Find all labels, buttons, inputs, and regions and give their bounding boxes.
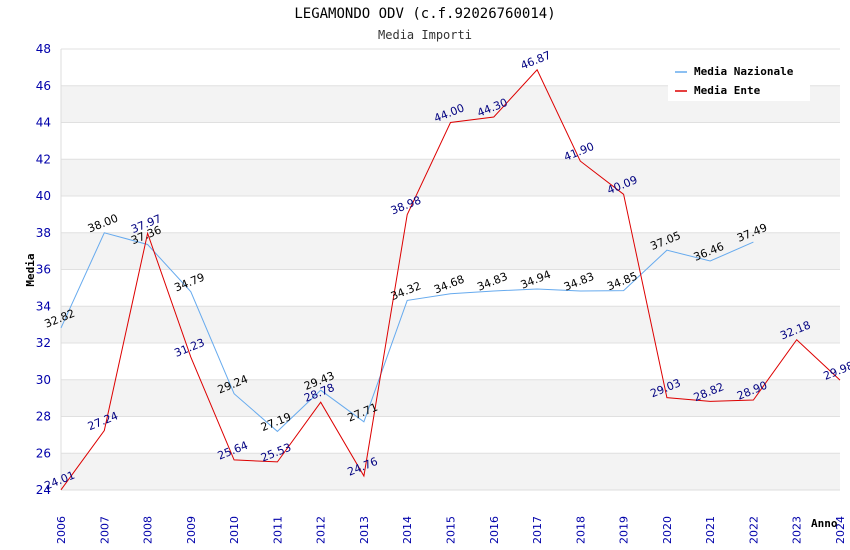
x-tick-label: 2019 xyxy=(618,516,631,544)
x-tick-label: 2011 xyxy=(271,516,284,544)
grid-bands xyxy=(60,48,840,491)
x-tick-label: 2018 xyxy=(574,516,587,544)
grid-band xyxy=(61,343,840,380)
x-tick-label: 2015 xyxy=(445,516,458,544)
legend-label-media-ente: Media Ente xyxy=(694,84,761,97)
x-tick-label: 2012 xyxy=(315,516,328,544)
x-tick-label: 2016 xyxy=(488,516,501,544)
chart-title: LEGAMONDO ODV (c.f.92026760014) xyxy=(294,6,555,22)
legend: Media Nazionale Media Ente xyxy=(668,59,810,101)
x-axis-label: Anno xyxy=(811,517,838,530)
y-tick-label: 32 xyxy=(36,336,51,350)
y-tick-label: 30 xyxy=(36,373,51,387)
series-lines xyxy=(60,68,841,491)
y-tick-label: 48 xyxy=(36,42,51,56)
grid-band xyxy=(61,306,840,343)
y-tick-label: 38 xyxy=(36,226,51,240)
x-tick-label: 2006 xyxy=(55,516,68,544)
series-line-media-nazionale xyxy=(60,232,754,433)
x-tick-label: 2023 xyxy=(791,516,804,544)
y-tick-label: 44 xyxy=(36,116,51,130)
grid-band xyxy=(61,159,840,196)
legend-box xyxy=(668,59,810,101)
x-tick-label: 2009 xyxy=(185,516,198,544)
x-tick-label: 2013 xyxy=(358,516,371,544)
x-axis-ticks: 2006 2007 2008 2009 2010 2011 2012 2013 2014 2015… xyxy=(55,516,847,544)
y-tick-label: 36 xyxy=(36,263,51,277)
x-tick-label: 2014 xyxy=(401,516,414,544)
grid-band xyxy=(61,269,840,307)
y-tick-label: 34 xyxy=(36,299,51,313)
legend-label-media-nazionale: Media Nazionale xyxy=(694,65,794,78)
x-tick-label: 2024 xyxy=(834,516,847,544)
grid-band xyxy=(61,196,840,233)
x-tick-label: 2017 xyxy=(531,516,544,544)
grid-band xyxy=(61,122,840,160)
y-axis-label: Media xyxy=(24,253,37,286)
x-tick-label: 2010 xyxy=(228,516,241,544)
y-axis-ticks: 24 26 28 30 32 34 36 38 40 42 44 46 48 xyxy=(36,42,51,497)
grid-band xyxy=(61,416,840,454)
x-tick-label: 2008 xyxy=(142,516,155,544)
x-tick-label: 2022 xyxy=(747,516,760,544)
y-tick-label: 24 xyxy=(36,483,51,497)
y-tick-label: 26 xyxy=(36,446,51,460)
x-tick-label: 2007 xyxy=(98,516,111,544)
series-line-media-ente xyxy=(60,68,841,491)
grid-band xyxy=(61,232,840,270)
chart-subtitle: Media Importi xyxy=(378,28,472,42)
grid-band xyxy=(61,453,840,490)
y-tick-label: 42 xyxy=(36,152,51,166)
y-tick-label: 28 xyxy=(36,410,51,424)
y-tick-label: 40 xyxy=(36,189,51,203)
x-tick-label: 2021 xyxy=(704,516,717,544)
y-tick-label: 46 xyxy=(36,79,51,93)
x-tick-label: 2020 xyxy=(661,516,674,544)
grid-band xyxy=(61,379,840,417)
